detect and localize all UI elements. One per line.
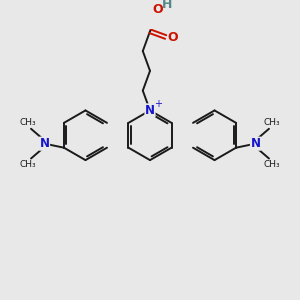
- Text: CH₃: CH₃: [264, 118, 280, 127]
- Text: +: +: [154, 100, 162, 110]
- Text: CH₃: CH₃: [20, 160, 36, 169]
- Text: N: N: [250, 137, 260, 150]
- Text: CH₃: CH₃: [264, 160, 280, 169]
- Text: H: H: [162, 0, 172, 11]
- Text: N: N: [40, 137, 50, 150]
- Text: O: O: [168, 31, 178, 44]
- Text: O: O: [152, 3, 163, 16]
- Text: CH₃: CH₃: [20, 118, 36, 127]
- Text: N: N: [145, 104, 155, 117]
